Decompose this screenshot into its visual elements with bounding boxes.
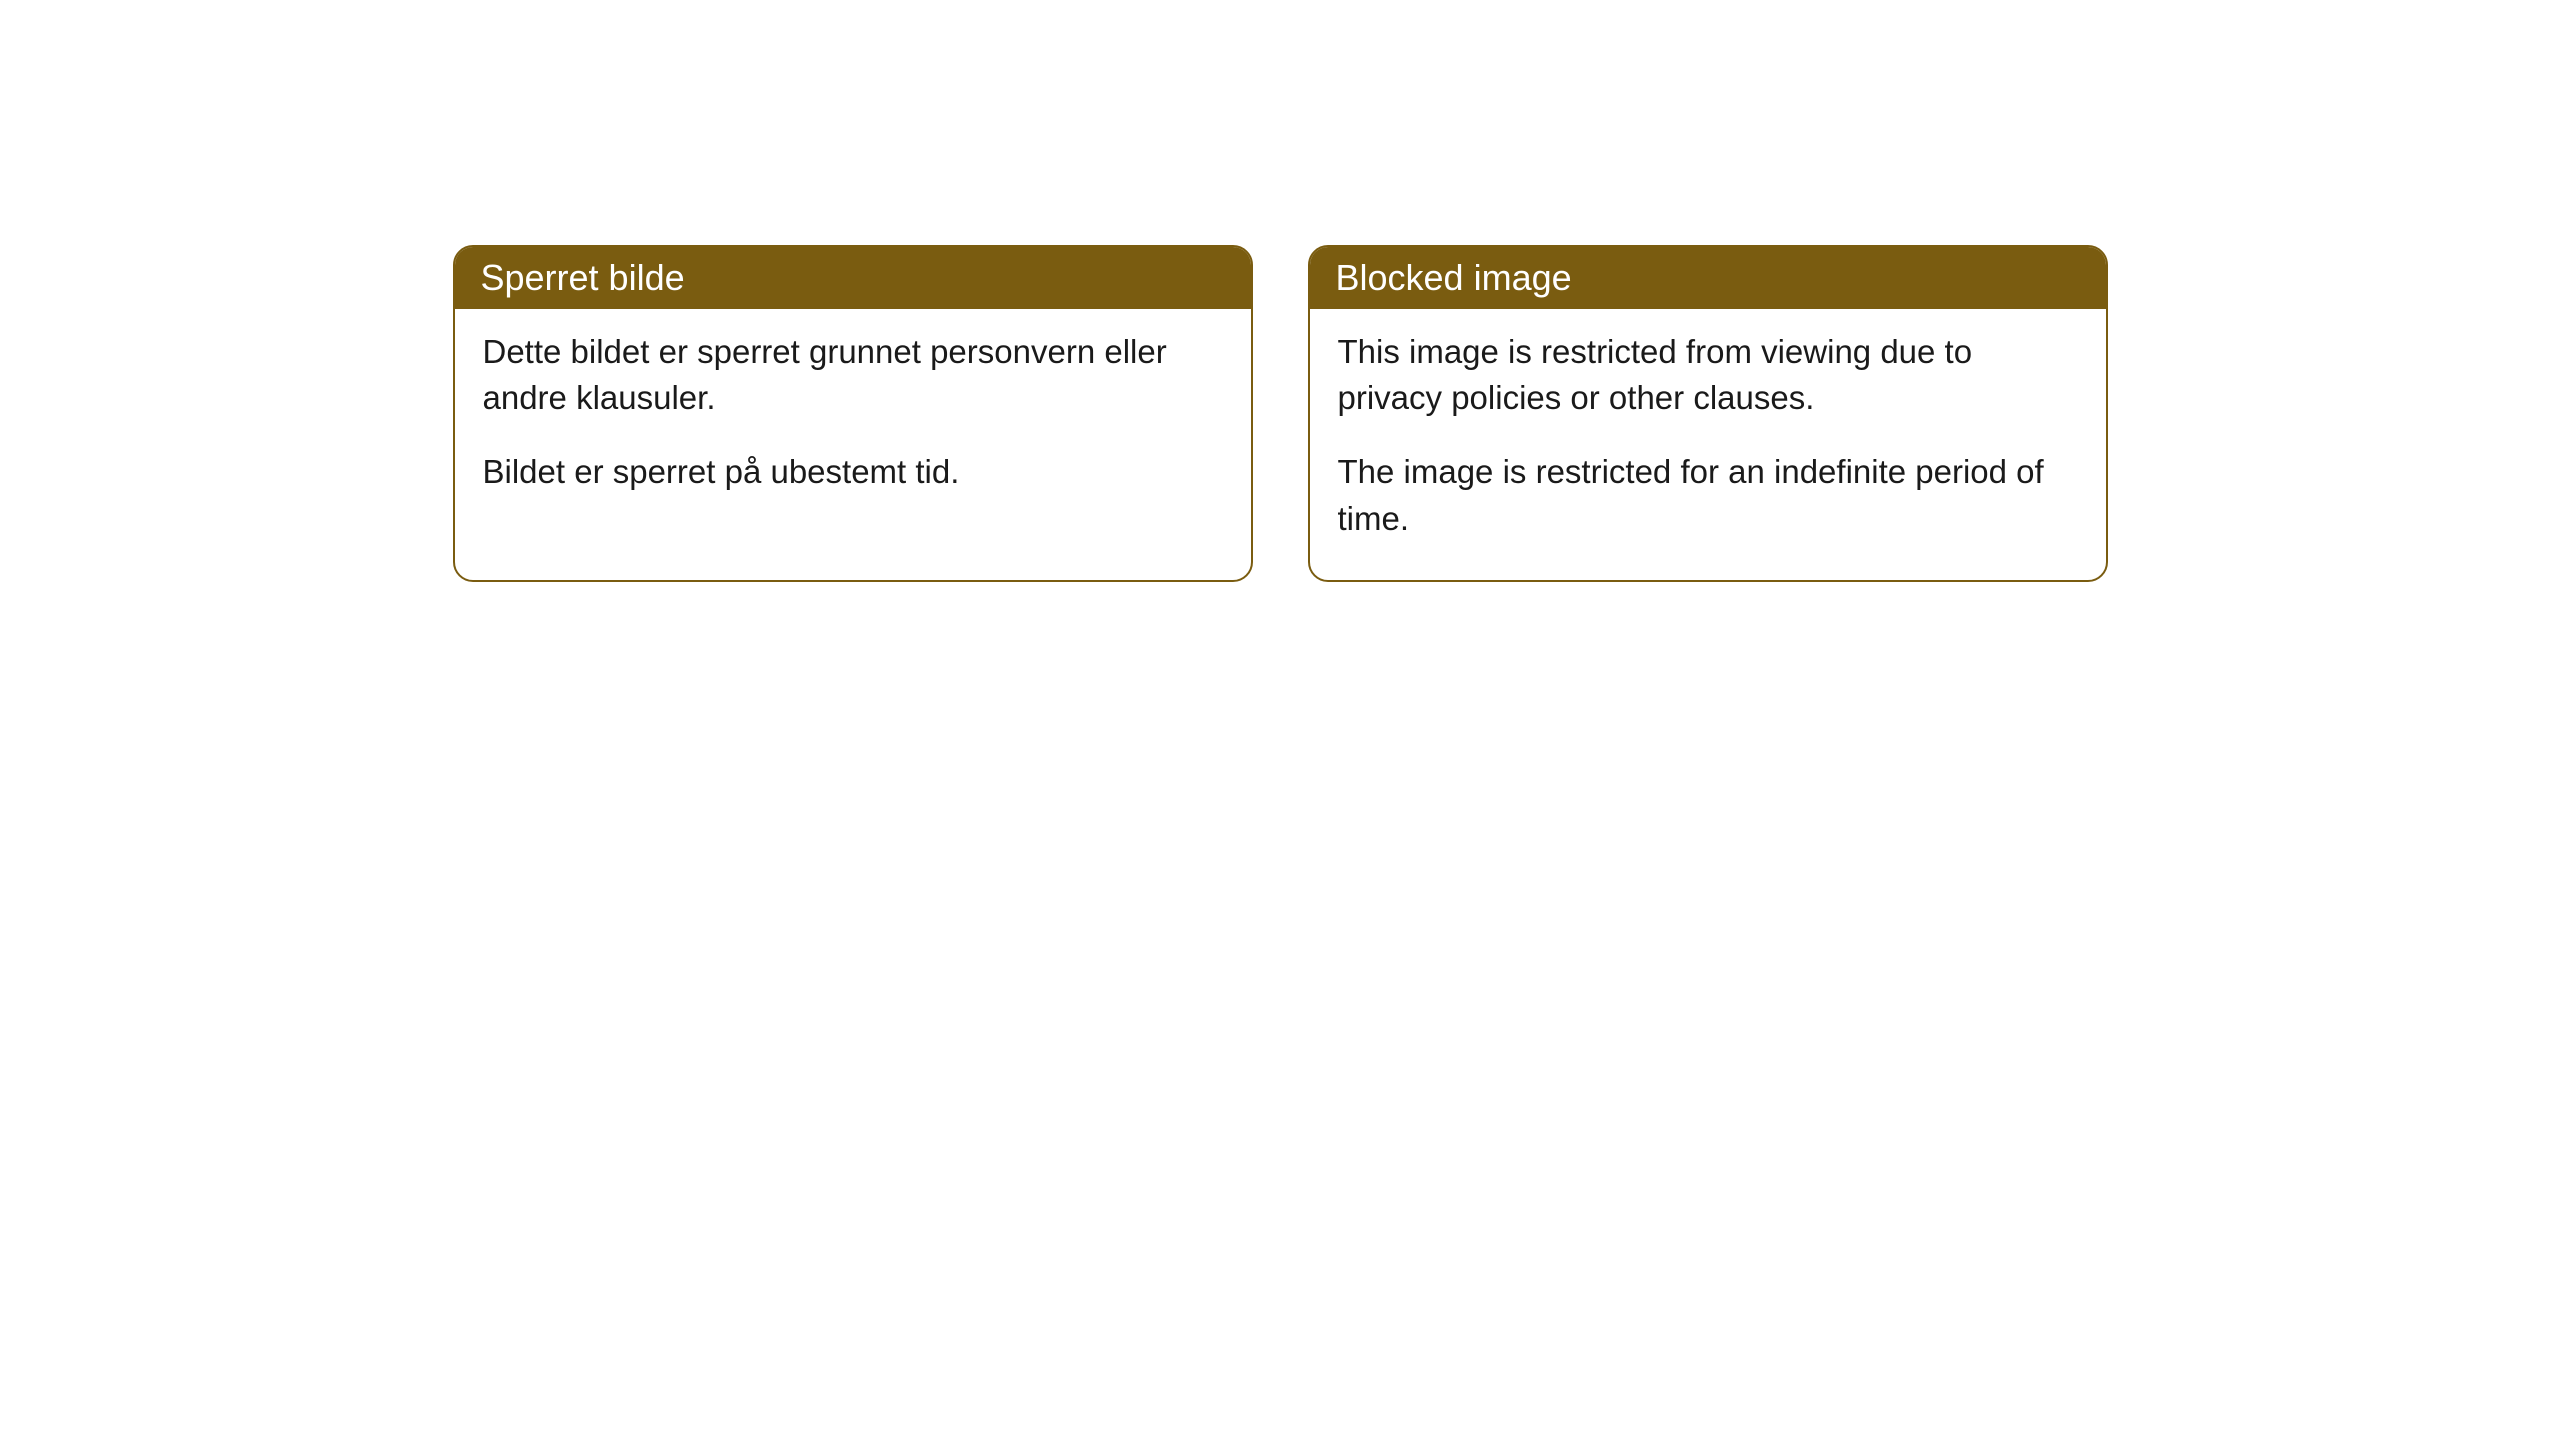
norwegian-notice-paragraph-2: Bildet er sperret på ubestemt tid. (483, 449, 1223, 495)
norwegian-notice-card: Sperret bilde Dette bildet er sperret gr… (453, 245, 1253, 582)
english-notice-paragraph-1: This image is restricted from viewing du… (1338, 329, 2078, 421)
norwegian-notice-paragraph-1: Dette bildet er sperret grunnet personve… (483, 329, 1223, 421)
english-notice-card: Blocked image This image is restricted f… (1308, 245, 2108, 582)
norwegian-notice-body: Dette bildet er sperret grunnet personve… (455, 309, 1251, 534)
english-notice-paragraph-2: The image is restricted for an indefinit… (1338, 449, 2078, 541)
english-notice-header: Blocked image (1310, 247, 2106, 309)
notice-container: Sperret bilde Dette bildet er sperret gr… (0, 245, 2560, 582)
english-notice-body: This image is restricted from viewing du… (1310, 309, 2106, 580)
norwegian-notice-header: Sperret bilde (455, 247, 1251, 309)
